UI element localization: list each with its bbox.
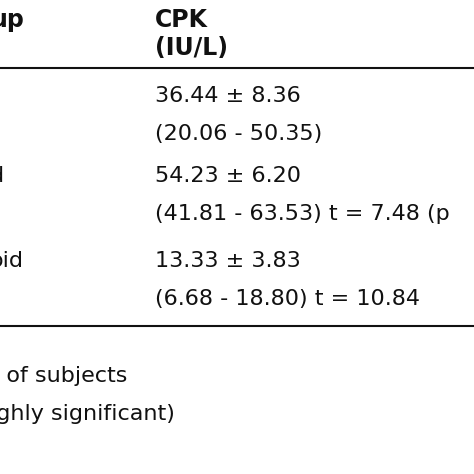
Text: (41.81 - 63.53) t = 7.48 (p: (41.81 - 63.53) t = 7.48 (p [155, 204, 450, 224]
Text: ighly significant): ighly significant) [0, 404, 175, 424]
Text: CPK: CPK [155, 8, 208, 32]
Text: r of subjects: r of subjects [0, 366, 128, 386]
Text: (20.06 - 50.35): (20.06 - 50.35) [155, 124, 322, 144]
Text: (6.68 - 18.80) t = 10.84: (6.68 - 18.80) t = 10.84 [155, 289, 420, 309]
Text: d: d [0, 166, 4, 186]
Text: (IU/L): (IU/L) [155, 36, 228, 60]
Text: 36.44 ± 8.36: 36.44 ± 8.36 [155, 86, 301, 106]
Text: 13.33 ± 3.83: 13.33 ± 3.83 [155, 251, 301, 271]
Text: oid: oid [0, 251, 24, 271]
Text: 54.23 ± 6.20: 54.23 ± 6.20 [155, 166, 301, 186]
Text: up: up [0, 8, 24, 32]
